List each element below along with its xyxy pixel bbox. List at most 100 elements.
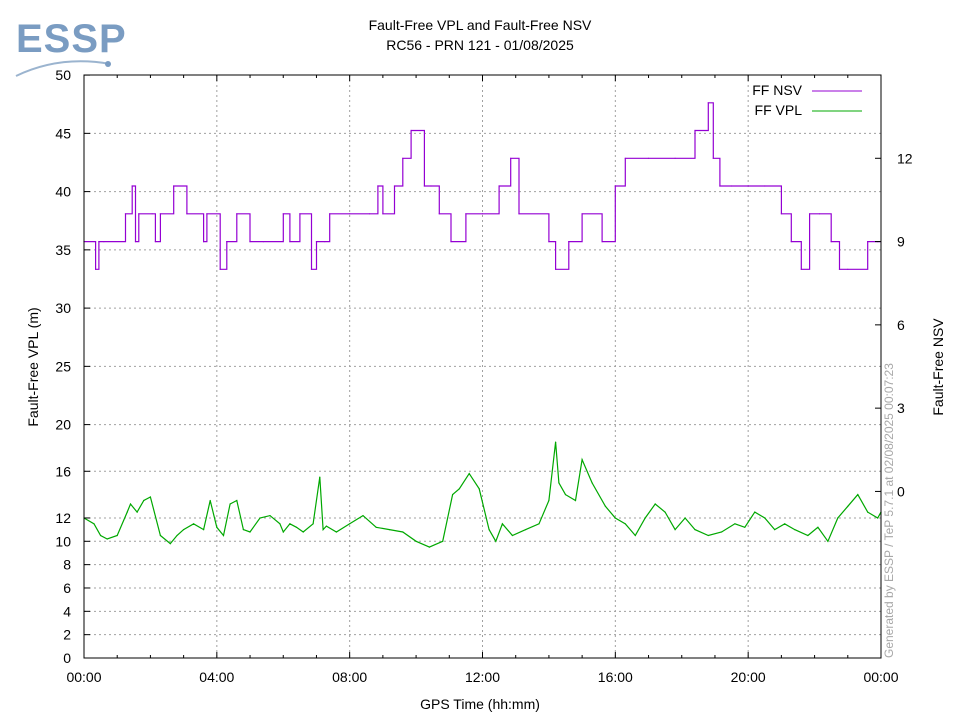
data-point-ff-nsv [548,241,550,243]
tick-layer: 00:00 04:00 08:00 12:00 16:00 20:00 00:00 0 2 4 6 8… [55,67,912,685]
data-point-ff-vpl [325,525,327,527]
data-point-ff-vpl [734,523,736,525]
data-point-ff-nsv [154,241,156,243]
data-point-ff-vpl [754,511,756,513]
x-tick-label: 00:00 [863,669,898,685]
y2-tick-label: 9 [897,234,905,250]
y-tick-label: 35 [55,242,71,258]
data-point-ff-vpl [837,517,839,519]
y-tick-label: 16 [55,463,71,479]
grid [84,75,881,658]
data-point-ff-vpl [654,503,656,505]
logo-dot [105,61,111,67]
data-point-ff-vpl [143,499,145,502]
data-point-ff-vpl [468,473,470,475]
data-point-ff-nsv [186,213,188,215]
data-point-ff-vpl [169,543,171,545]
data-point-ff-nsv [867,241,869,243]
data-point-ff-vpl [564,494,567,496]
x-tick-label: 08:00 [332,669,367,685]
legend-label-ff-nsv: FF NSV [752,82,802,98]
data-point-ff-vpl [388,529,391,531]
data-point-ff-nsv [694,129,696,132]
data-point-ff-nsv [555,268,557,270]
data-point-ff-vpl [428,546,430,548]
data-point-ff-vpl [183,529,185,531]
data-point-ff-vpl [312,523,314,525]
data-point-ff-nsv [393,185,396,187]
data-point-ff-vpl [538,523,540,525]
chart-title: Fault-Free VPL and Fault-Free NSV [369,17,592,33]
data-point-ff-vpl [302,531,304,533]
y2-tick-label: 12 [897,150,913,166]
data-point-ff-nsv [124,213,127,215]
data-point-ff-vpl [116,534,118,537]
y-tick-label: 50 [55,67,71,83]
data-point-ff-vpl [764,517,766,519]
y-tick-label: 20 [55,417,71,433]
data-point-ff-nsv [282,213,284,215]
data-point-ff-nsv [369,213,371,215]
data-point-ff-nsv [95,268,97,270]
data-point-ff-vpl [442,540,444,542]
data-point-ff-nsv [329,213,331,215]
data-point-ff-nsv [830,241,832,243]
data-point-ff-nsv [299,213,301,215]
data-point-ff-vpl [100,534,102,537]
data-point-ff-nsv [780,213,783,215]
data-point-ff-nsv [324,241,326,243]
data-point-ff-vpl [495,540,497,542]
data-point-ff-nsv [647,157,650,159]
logo-swoosh [15,60,111,77]
series-layer [83,102,882,548]
data-point-ff-nsv [410,129,412,132]
data-point-ff-nsv [847,268,849,270]
data-point-ff-vpl [807,534,809,537]
data-point-ff-vpl [375,526,377,528]
data-point-ff-nsv [98,241,100,243]
data-point-ff-vpl [574,499,577,502]
data-point-ff-nsv [450,241,452,243]
data-point-ff-vpl [249,531,251,533]
x-tick-label: 00:00 [66,669,101,685]
data-point-ff-vpl [259,517,261,519]
data-point-ff-nsv [219,268,221,270]
data-point-ff-nsv [438,213,440,215]
data-point-ff-nsv [707,102,709,104]
data-point-ff-vpl [774,529,776,531]
data-point-ff-vpl [581,459,583,461]
data-point-ff-vpl [794,529,796,531]
data-point-ff-vpl [289,523,291,525]
data-point-ff-nsv [206,213,208,215]
data-point-ff-vpl [319,476,321,478]
data-point-ff-nsv [134,241,137,243]
data-point-ff-vpl [604,505,607,507]
data-point-ff-nsv [800,268,802,270]
data-point-ff-vpl [721,531,723,533]
data-point-ff-vpl [857,494,859,496]
data-point-ff-vpl [478,488,480,490]
data-point-ff-vpl [176,534,178,537]
data-point-ff-nsv [236,213,238,215]
y-tick-label: 2 [63,627,71,643]
data-point-ff-vpl [106,538,108,540]
data-point-ff-vpl [634,534,636,537]
y-tick-label: 45 [55,125,71,141]
data-point-ff-vpl [674,529,676,531]
data-point-ff-vpl [402,531,404,533]
chart-subtitle: RC56 - PRN 121 - 01/08/2025 [386,37,574,53]
data-point-ff-nsv [262,241,264,243]
data-point-ff-vpl [295,526,298,528]
logo-text: ESSP [16,17,127,61]
y-tick-label: 30 [55,300,71,316]
x-tick-label: 04:00 [199,669,234,685]
data-point-ff-nsv [289,241,291,243]
data-point-ff-vpl [817,526,819,528]
data-point-ff-nsv [764,185,766,187]
data-point-ff-vpl [707,534,709,537]
data-point-ff-vpl [242,529,244,531]
data-point-ff-nsv [601,241,603,243]
data-point-ff-nsv [498,185,500,187]
data-point-ff-nsv [481,213,484,215]
